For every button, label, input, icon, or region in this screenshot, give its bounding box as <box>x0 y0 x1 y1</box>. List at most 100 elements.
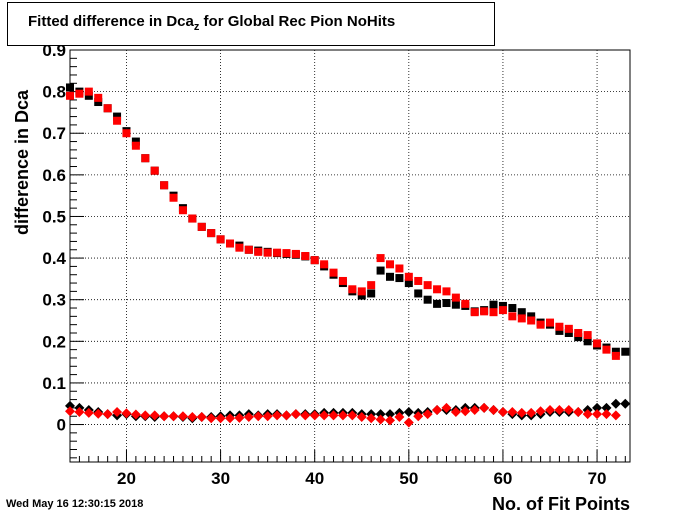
data-point-square <box>84 87 93 96</box>
x-tick-label: 40 <box>305 469 324 488</box>
data-point-square <box>357 287 366 296</box>
data-point-square <box>263 248 272 257</box>
data-point-diamond <box>545 404 555 415</box>
data-point-square <box>546 318 554 327</box>
data-point-square <box>583 331 592 340</box>
data-point-square <box>188 214 197 223</box>
data-point-square <box>423 295 432 304</box>
data-point-square <box>442 287 451 296</box>
data-point-diamond <box>74 407 85 418</box>
data-point-square <box>66 83 74 92</box>
plot-frame <box>69 49 631 463</box>
data-point-diamond <box>601 409 612 420</box>
data-point-square <box>611 347 620 356</box>
y-axis-title: difference in Dca <box>12 89 32 235</box>
data-point-square <box>611 351 620 360</box>
data-point-diamond <box>187 412 198 423</box>
title-subscript: z <box>193 21 200 33</box>
y-tick-label: 0.5 <box>42 207 66 226</box>
data-point-square <box>207 229 216 238</box>
data-point-diamond <box>243 412 254 423</box>
data-point-square <box>113 116 122 125</box>
data-point-diamond <box>394 412 405 423</box>
data-point-square <box>574 328 583 337</box>
data-point-diamond <box>347 410 358 421</box>
data-point-diamond <box>262 411 273 422</box>
data-point-diamond <box>385 415 395 426</box>
data-point-diamond <box>149 410 160 421</box>
data-point-square <box>348 285 357 294</box>
data-point-square <box>555 326 564 335</box>
data-point-diamond <box>573 407 584 418</box>
data-point-diamond <box>610 398 621 409</box>
data-point-square <box>376 254 385 263</box>
data-point-square <box>94 98 103 107</box>
data-point-diamond <box>272 410 283 421</box>
data-point-square <box>338 276 347 285</box>
chart-title: Fitted difference in Dcaz for Global Rec… <box>28 13 395 33</box>
data-point-diamond <box>592 402 603 413</box>
data-point-diamond <box>121 408 132 419</box>
data-point-square <box>66 91 74 100</box>
x-tick-label: 30 <box>211 469 230 488</box>
data-point-square <box>593 339 602 348</box>
data-point-square <box>131 141 140 150</box>
data-point-square <box>602 345 611 354</box>
data-point-diamond <box>582 409 593 420</box>
data-point-square <box>451 300 460 309</box>
data-point-diamond <box>290 409 301 420</box>
data-point-square <box>329 268 338 277</box>
data-point-square <box>367 281 376 290</box>
title-prefix: Fitted difference in Dca <box>28 13 194 30</box>
data-point-square <box>122 129 131 138</box>
data-point-diamond <box>403 407 414 418</box>
data-point-square <box>103 104 112 113</box>
data-point-diamond <box>601 402 612 413</box>
data-point-square <box>244 245 253 254</box>
data-point-square <box>517 308 526 317</box>
data-point-square <box>527 316 536 325</box>
data-point-square <box>301 252 310 260</box>
data-point-square <box>433 285 442 294</box>
data-point-square <box>141 154 150 163</box>
data-point-square <box>94 93 103 102</box>
data-point-square <box>527 312 536 321</box>
data-point-square <box>150 166 159 175</box>
data-point-square <box>235 243 244 252</box>
data-point-diamond <box>65 406 75 417</box>
data-point-square <box>536 320 545 329</box>
x-tick-label: 70 <box>588 469 607 488</box>
data-point-diamond <box>460 406 471 417</box>
y-tick-label: 0 <box>57 416 66 435</box>
data-point-square <box>310 256 319 265</box>
data-point-square <box>442 299 451 308</box>
data-point-square <box>489 300 498 309</box>
data-point-diamond <box>356 412 367 423</box>
data-point-square <box>574 333 583 342</box>
data-point-diamond <box>620 398 631 409</box>
data-point-square <box>75 89 84 98</box>
data-point-diamond <box>413 411 424 422</box>
data-point-diamond <box>196 412 207 423</box>
data-point-diamond <box>83 407 94 418</box>
data-point-square <box>367 289 376 298</box>
data-point-square <box>216 235 225 244</box>
data-point-diamond <box>206 413 217 424</box>
data-point-diamond <box>610 410 621 421</box>
data-point-diamond <box>366 413 377 424</box>
data-point-square <box>583 337 592 346</box>
data-point-diamond <box>102 409 113 420</box>
data-point-square <box>386 260 394 269</box>
data-point-diamond <box>385 409 395 420</box>
data-point-square <box>395 264 404 273</box>
data-point-square <box>489 308 498 317</box>
data-point-square <box>508 304 517 313</box>
data-point-square <box>508 312 517 321</box>
data-point-diamond <box>177 411 188 422</box>
data-point-diamond <box>516 407 527 418</box>
data-point-diamond <box>112 407 123 418</box>
data-point-square <box>621 347 630 356</box>
y-tick-label: 0.2 <box>42 332 66 351</box>
data-point-square <box>84 91 93 100</box>
data-point-diamond <box>328 410 339 421</box>
